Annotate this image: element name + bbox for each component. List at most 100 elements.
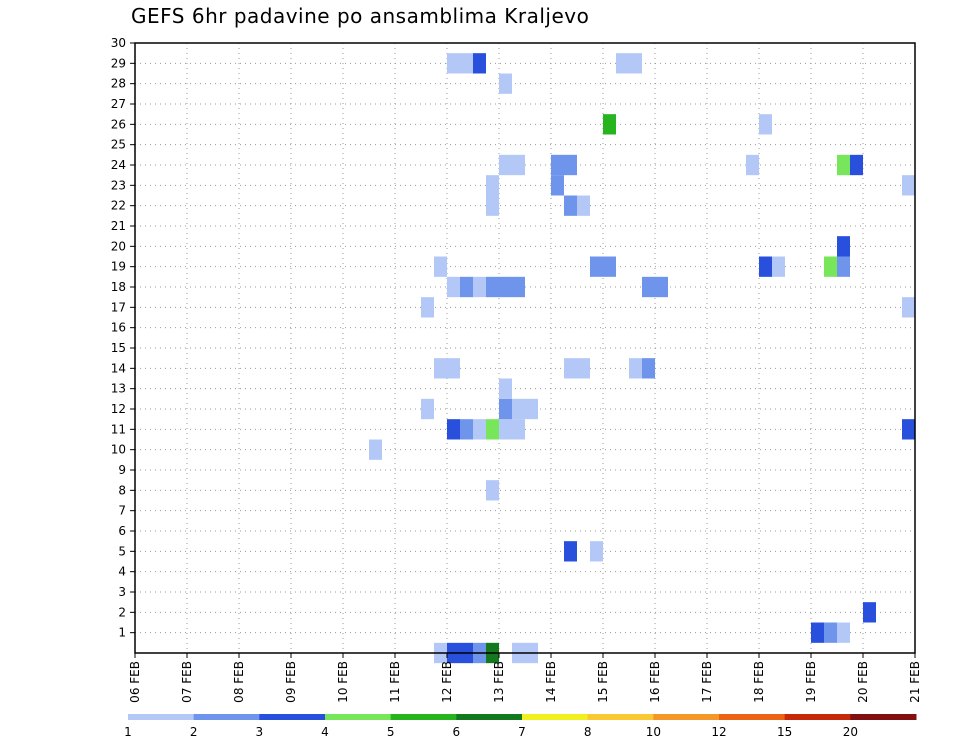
color-scale-segment [719,714,786,720]
heatmap-cell [759,256,772,277]
color-scale-label: 1 [124,725,132,739]
heatmap-cell [486,419,499,440]
heatmap-cell [642,358,655,379]
y-tick-label: 30 [111,36,126,50]
heatmap-cell [603,114,616,135]
color-scale-label: 7 [518,725,526,739]
heatmap-cell [642,276,655,298]
heatmap-cell [499,378,512,399]
heatmap-cell [811,622,824,643]
heatmap-cell [577,358,590,379]
x-tick-label: 06 FEB [128,661,142,703]
heatmap-cell [512,419,525,440]
heatmap-cell [447,53,460,74]
x-tick-label: 19 FEB [804,661,818,703]
heatmap-cell [902,419,915,440]
heatmap-cell [473,276,486,298]
heatmap-cell [577,195,590,216]
heatmap-cell [772,256,785,277]
color-scale-segment [522,714,589,720]
x-tick-label: 12 FEB [440,661,454,703]
heatmap-cell [824,622,837,643]
color-scale-bar: 1 2 3 4 5 6 7 8 10 12 15 20 [124,714,917,739]
heatmap-cell [499,154,512,176]
y-tick-label: 16 [111,321,126,335]
heatmap-cell [629,358,642,379]
heatmap-cell [551,154,564,176]
heatmap-cell [629,53,642,74]
heatmap-cell [902,297,915,318]
grid-lines [135,43,915,653]
x-tick-label: 08 FEB [232,661,246,703]
y-tick-label: 13 [111,382,126,396]
x-tick-label: 15 FEB [596,661,610,703]
heatmap-cell [837,154,850,176]
y-tick-label: 6 [118,524,126,538]
heatmap-cell [421,398,434,420]
y-tick-label: 17 [111,300,126,314]
color-scale-segment [587,714,654,720]
y-tick-label: 9 [118,463,126,477]
heatmap-cell [850,154,863,176]
heatmap-cell [499,398,512,420]
heatmap-cell [447,276,460,298]
heatmap-cell [902,175,915,196]
y-tick-label: 14 [111,361,126,375]
heatmap-cell [460,276,473,298]
heatmap-cell [512,276,525,298]
heatmap-cell [564,154,577,176]
y-tick-label: 18 [111,280,126,294]
x-tick-label: 10 FEB [336,661,350,703]
y-tick-label: 19 [111,260,126,274]
y-tick-label: 12 [111,402,126,416]
heatmap-cell [564,358,577,379]
heatmap-cell [616,53,629,74]
heatmap-cell [486,276,499,298]
x-axis-ticks: 06 FEB 07 FEB 08 FEB 09 FEB 10 FEB 11 FEB 12 F… [128,653,922,703]
y-tick-label: 8 [118,483,126,497]
y-tick-label: 4 [118,565,126,579]
heatmap-cell [655,276,668,298]
heatmap-cell [460,419,473,440]
color-scale-label: 8 [584,725,592,739]
color-scale-segment [653,714,720,720]
y-tick-label: 5 [118,544,126,558]
x-tick-label: 21 FEB [908,661,922,703]
y-tick-label: 15 [111,341,126,355]
y-tick-label: 26 [111,117,126,131]
color-scale-segment [850,714,917,720]
heatmap-cell [512,398,525,420]
heatmap-cells [369,53,915,664]
color-scale-segment [456,714,523,720]
y-tick-label: 7 [118,504,126,518]
heatmap-cell [603,256,616,277]
heatmap-cell [824,256,837,277]
color-scale-segment [390,714,457,720]
x-tick-label: 16 FEB [648,661,662,703]
heatmap-cell [447,358,460,379]
x-tick-label: 17 FEB [700,661,714,703]
y-tick-label: 11 [111,422,126,436]
heatmap-cell [369,439,382,460]
heatmap-cell [486,175,499,196]
heatmap-cell [434,256,447,277]
heatmap-cell [473,419,486,440]
color-scale-label: 12 [711,725,726,739]
y-tick-label: 24 [111,158,126,172]
color-scale-segment [193,714,260,720]
y-tick-label: 20 [111,239,126,253]
color-scale-label: 3 [256,725,264,739]
x-tick-label: 18 FEB [752,661,766,703]
y-tick-label: 27 [111,97,126,111]
heatmap-cell [512,154,525,176]
heatmap-cell [421,297,434,318]
x-tick-label: 20 FEB [856,661,870,703]
color-scale-label: 10 [646,725,661,739]
heatmap-cell [551,175,564,196]
color-scale-label: 6 [453,725,461,739]
x-tick-label: 13 FEB [492,661,506,703]
chart-title: GEFS 6hr padavine po ansamblima Kraljevo [131,4,590,28]
color-scale-label: 15 [777,725,792,739]
y-tick-label: 10 [111,443,126,457]
